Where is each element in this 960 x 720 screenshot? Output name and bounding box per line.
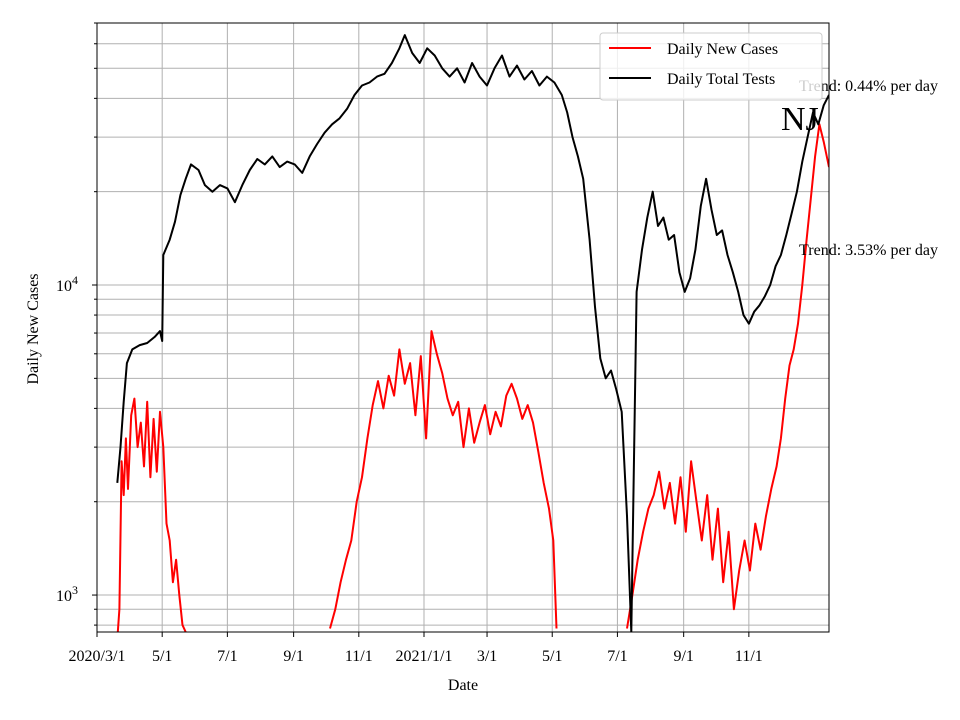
x-tick-label: 2020/3/1 xyxy=(69,648,126,665)
x-tick-label: 3/1 xyxy=(477,648,497,665)
axes-frame xyxy=(96,22,830,633)
trend-annotation-tests: Trend: 0.44% per day xyxy=(799,78,938,95)
x-axis-title: Date xyxy=(448,677,478,694)
y-tick-label: 104 xyxy=(56,273,78,295)
x-tick-label: 9/1 xyxy=(283,648,303,665)
region-label: NJ xyxy=(781,101,819,138)
x-tick-label: 11/1 xyxy=(735,648,763,665)
x-tick-label: 9/1 xyxy=(673,648,693,665)
series-lines xyxy=(116,34,829,632)
legend-label-tests: Daily Total Tests xyxy=(667,71,775,88)
series-line-daily-new-cases xyxy=(329,330,558,629)
x-tick-label: 2021/1/1 xyxy=(396,648,453,665)
x-axis-ticks: 2020/3/1 5/1 7/1 9/1 11/1 2021/1/1 3/1 5/1 7/1 9/… xyxy=(69,632,763,665)
legend: Daily New Cases Daily Total Tests xyxy=(599,32,823,101)
x-tick-label: 5/1 xyxy=(542,648,562,665)
grid-lines xyxy=(96,22,829,632)
series-line-daily-new-cases xyxy=(116,397,187,632)
series-line-daily-new-cases xyxy=(626,123,829,629)
y-axis-ticks: 103 104 xyxy=(56,22,97,626)
y-axis-title: Daily New Cases xyxy=(25,273,42,384)
legend-box xyxy=(599,32,823,101)
x-tick-label: 7/1 xyxy=(217,648,237,665)
series-line-daily-total-tests xyxy=(116,34,829,632)
legend-label-cases: Daily New Cases xyxy=(667,41,778,58)
x-tick-label: 11/1 xyxy=(345,648,373,665)
trend-annotation-cases: Trend: 3.53% per day xyxy=(799,242,938,259)
y-tick-label: 103 xyxy=(56,583,78,605)
x-tick-label: 7/1 xyxy=(607,648,627,665)
x-tick-label: 5/1 xyxy=(152,648,172,665)
